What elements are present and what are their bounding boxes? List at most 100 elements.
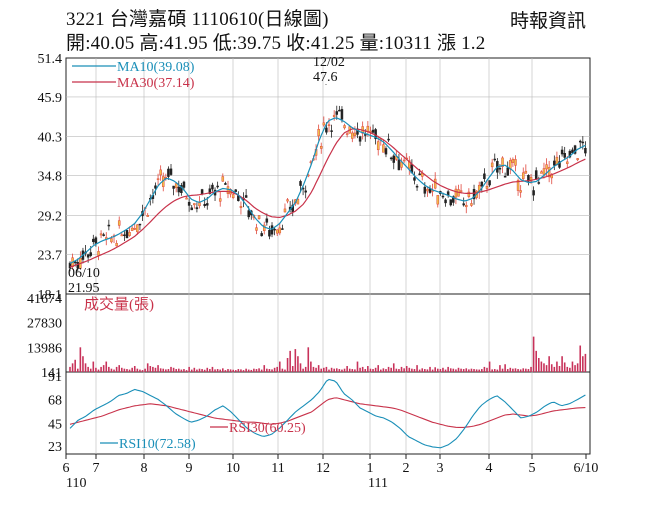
x-tick-label: 2: [403, 461, 410, 476]
volume-bar: [398, 369, 400, 372]
candle-body: [462, 203, 465, 206]
volume-bar: [291, 366, 294, 372]
volume-bar: [89, 368, 92, 372]
candle-body: [418, 173, 421, 176]
volume-bar: [263, 365, 266, 372]
candle-body: [255, 227, 258, 231]
volume-bar: [121, 367, 123, 372]
candle-body: [426, 189, 429, 192]
volume-bar: [429, 366, 431, 372]
volume-bar: [455, 369, 457, 372]
volume-bar: [512, 368, 514, 372]
volume-tick-label: 27830: [27, 317, 62, 332]
volume-bar: [302, 368, 304, 372]
volume-bar: [475, 369, 478, 372]
candle-body: [470, 203, 473, 206]
rsi-line: [69, 397, 586, 428]
volume-tick-label: 141: [41, 366, 62, 381]
candle-body: [89, 252, 92, 256]
volume-bar: [245, 368, 247, 372]
candle-body: [206, 203, 209, 206]
volume-bar: [69, 366, 71, 372]
candle-body: [224, 183, 227, 185]
candle-body: [452, 196, 455, 203]
volume-bar: [359, 367, 361, 372]
candle-body: [107, 224, 111, 227]
volume-bar: [284, 369, 286, 372]
volume-bar: [408, 367, 411, 372]
volume-bar: [452, 368, 455, 372]
candle-body: [146, 215, 149, 217]
volume-bar: [584, 353, 587, 372]
volume-bar: [563, 362, 566, 372]
x-tick-label: 12: [316, 461, 330, 476]
annotation-high-value: 47.6: [313, 70, 338, 85]
volume-bar: [92, 361, 95, 372]
candle-body: [480, 181, 484, 187]
candle-body: [218, 198, 222, 202]
candle-body: [444, 199, 447, 204]
volume-tick-label: 13986: [27, 341, 62, 356]
volume-bar: [82, 356, 84, 372]
candle-body: [286, 199, 289, 202]
candle-body: [231, 194, 235, 198]
volume-bar: [341, 369, 343, 372]
volume-bar: [154, 367, 157, 372]
candle-body: [522, 172, 525, 180]
legend-ma10: MA10(39.08): [117, 60, 195, 75]
volume-bar: [470, 368, 473, 372]
candle-body: [353, 132, 357, 136]
candle-body: [190, 207, 193, 211]
candle-body: [327, 124, 331, 126]
volume-bar: [561, 356, 563, 372]
candle-body: [268, 229, 271, 237]
volume-bar: [364, 369, 367, 372]
candle-body: [408, 160, 411, 169]
volume-bar: [444, 369, 447, 372]
candle-body: [133, 228, 136, 230]
candle-body: [454, 188, 458, 198]
candle-body: [203, 203, 206, 207]
volume-bar: [486, 367, 488, 372]
volume-bar: [185, 370, 188, 372]
volume-bar: [144, 368, 146, 372]
candle-body: [319, 145, 323, 149]
volume-bar: [177, 368, 180, 372]
candle-body: [578, 140, 582, 143]
price-tick-label: 45.9: [38, 91, 63, 106]
volume-bar: [550, 364, 553, 372]
volume-bar: [289, 350, 291, 372]
candle-body: [449, 199, 452, 206]
volume-bar: [530, 366, 532, 372]
volume-bar: [416, 365, 418, 372]
candle-body: [537, 182, 541, 184]
candle-body: [239, 205, 243, 208]
volume-bar: [545, 365, 548, 372]
rsi-tick-label: 68: [48, 394, 62, 409]
candle-body: [501, 157, 504, 167]
year-label: 111: [368, 476, 388, 491]
volume-bar: [483, 366, 486, 372]
volume-bar: [250, 369, 253, 372]
candle-body: [187, 201, 191, 206]
candle-body: [195, 207, 199, 210]
volume-bar: [240, 369, 242, 372]
candle-body: [125, 230, 129, 239]
candle-body: [117, 220, 121, 226]
volume-bar: [481, 369, 483, 372]
volume-bar: [488, 361, 491, 372]
candle-body: [97, 251, 100, 256]
volume-bar: [216, 369, 219, 372]
volume-bar: [172, 367, 175, 372]
candle-body: [257, 215, 261, 219]
volume-bar: [232, 369, 234, 372]
volume-bar: [323, 367, 325, 372]
legend-ma30: MA30(37.14): [117, 76, 195, 91]
volume-bar: [227, 369, 229, 372]
candle-body: [576, 158, 579, 161]
volume-bar: [426, 369, 429, 372]
candle-body: [182, 181, 186, 188]
candle-body: [540, 171, 543, 174]
quote-line: 開:40.05 高:41.95 低:39.75 收:41.25 量:10311 …: [66, 33, 486, 54]
price-tick-label: 23.7: [38, 248, 63, 263]
